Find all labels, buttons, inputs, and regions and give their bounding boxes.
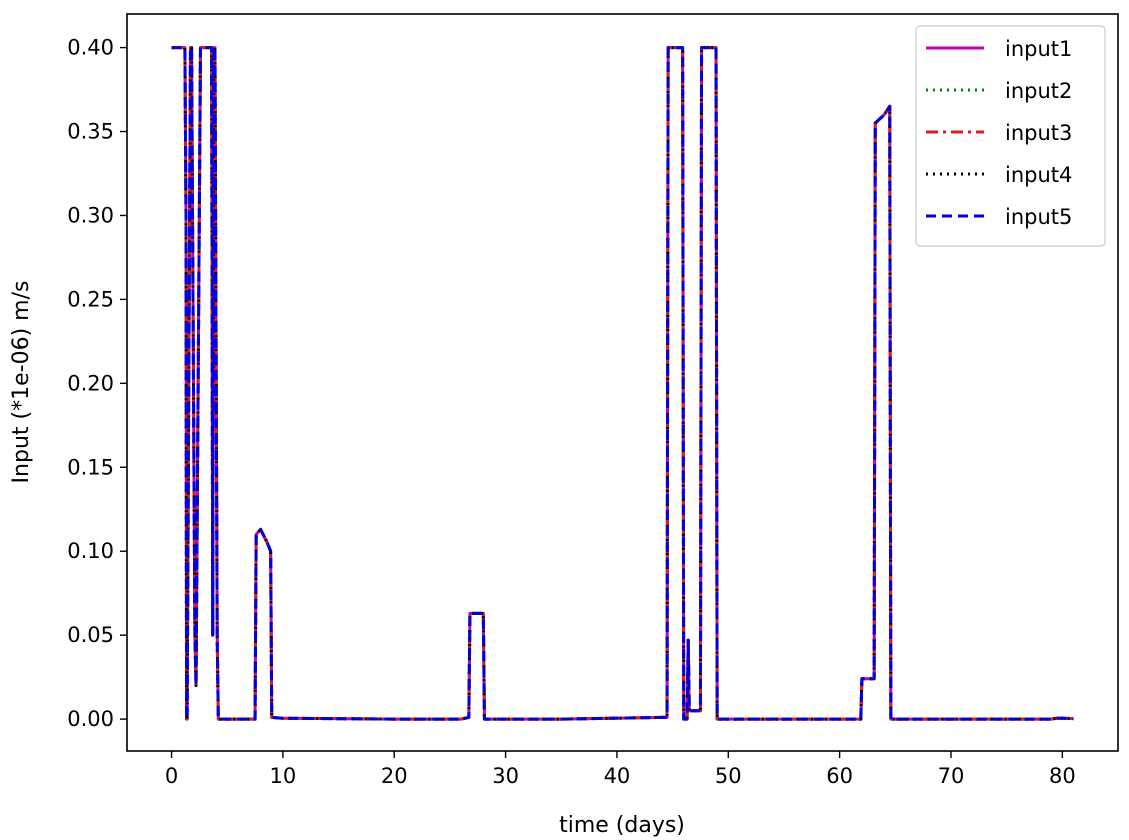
series-layer <box>171 46 1074 721</box>
y-axis-label: Input (*1e-06) m/s <box>9 281 34 484</box>
x-tick-label: 60 <box>826 764 853 788</box>
legend-box <box>915 25 1106 247</box>
legend-label-input3: input3 <box>1005 121 1072 145</box>
x-tick-label: 40 <box>604 764 631 788</box>
legend: input1 input2 input3 input4 input5 <box>915 25 1106 247</box>
y-tick-label: 0.05 <box>67 623 114 647</box>
x-tick-label: 80 <box>1049 764 1076 788</box>
y-tick-label: 0.10 <box>67 539 114 563</box>
x-tick-label: 10 <box>270 764 297 788</box>
x-tick-label: 0 <box>165 764 178 788</box>
x-tick-label: 30 <box>492 764 519 788</box>
legend-label-input1: input1 <box>1005 37 1072 61</box>
legend-label-input2: input2 <box>1005 79 1072 103</box>
series-line-input5 <box>171 46 1074 721</box>
y-tick-label: 0.40 <box>67 36 114 60</box>
y-tick-label: 0.00 <box>67 707 114 731</box>
x-axis-label: time (days) <box>559 813 685 838</box>
x-tick-label: 20 <box>381 764 408 788</box>
plot-frame <box>126 13 1119 752</box>
x-tick-label: 70 <box>938 764 965 788</box>
y-tick-label: 0.20 <box>67 371 114 395</box>
y-tick-label: 0.30 <box>67 203 114 227</box>
y-axis: 0.00 0.05 0.10 0.15 0.20 0.25 0.30 0.35 0.40 <box>67 36 127 731</box>
y-tick-label: 0.15 <box>67 455 114 479</box>
y-tick-label: 0.25 <box>67 287 114 311</box>
x-tick-label: 50 <box>715 764 742 788</box>
legend-label-input5: input5 <box>1005 205 1072 229</box>
x-axis: 0 10 20 30 40 50 60 70 80 <box>165 751 1076 788</box>
y-tick-label: 0.35 <box>67 120 114 144</box>
legend-label-input4: input4 <box>1005 163 1072 187</box>
